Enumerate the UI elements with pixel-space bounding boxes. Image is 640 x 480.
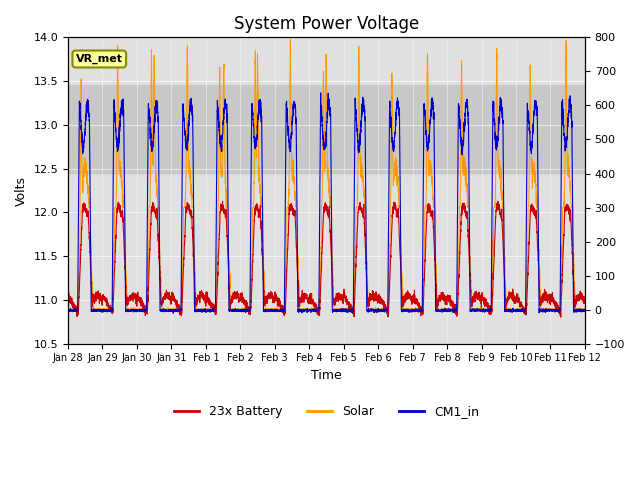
X-axis label: Time: Time xyxy=(311,369,342,382)
Legend: 23x Battery, Solar, CM1_in: 23x Battery, Solar, CM1_in xyxy=(169,400,484,423)
Text: VR_met: VR_met xyxy=(76,54,123,64)
Title: System Power Voltage: System Power Voltage xyxy=(234,15,419,33)
Y-axis label: Volts: Volts xyxy=(15,176,28,205)
Bar xyxy=(68,85,585,173)
